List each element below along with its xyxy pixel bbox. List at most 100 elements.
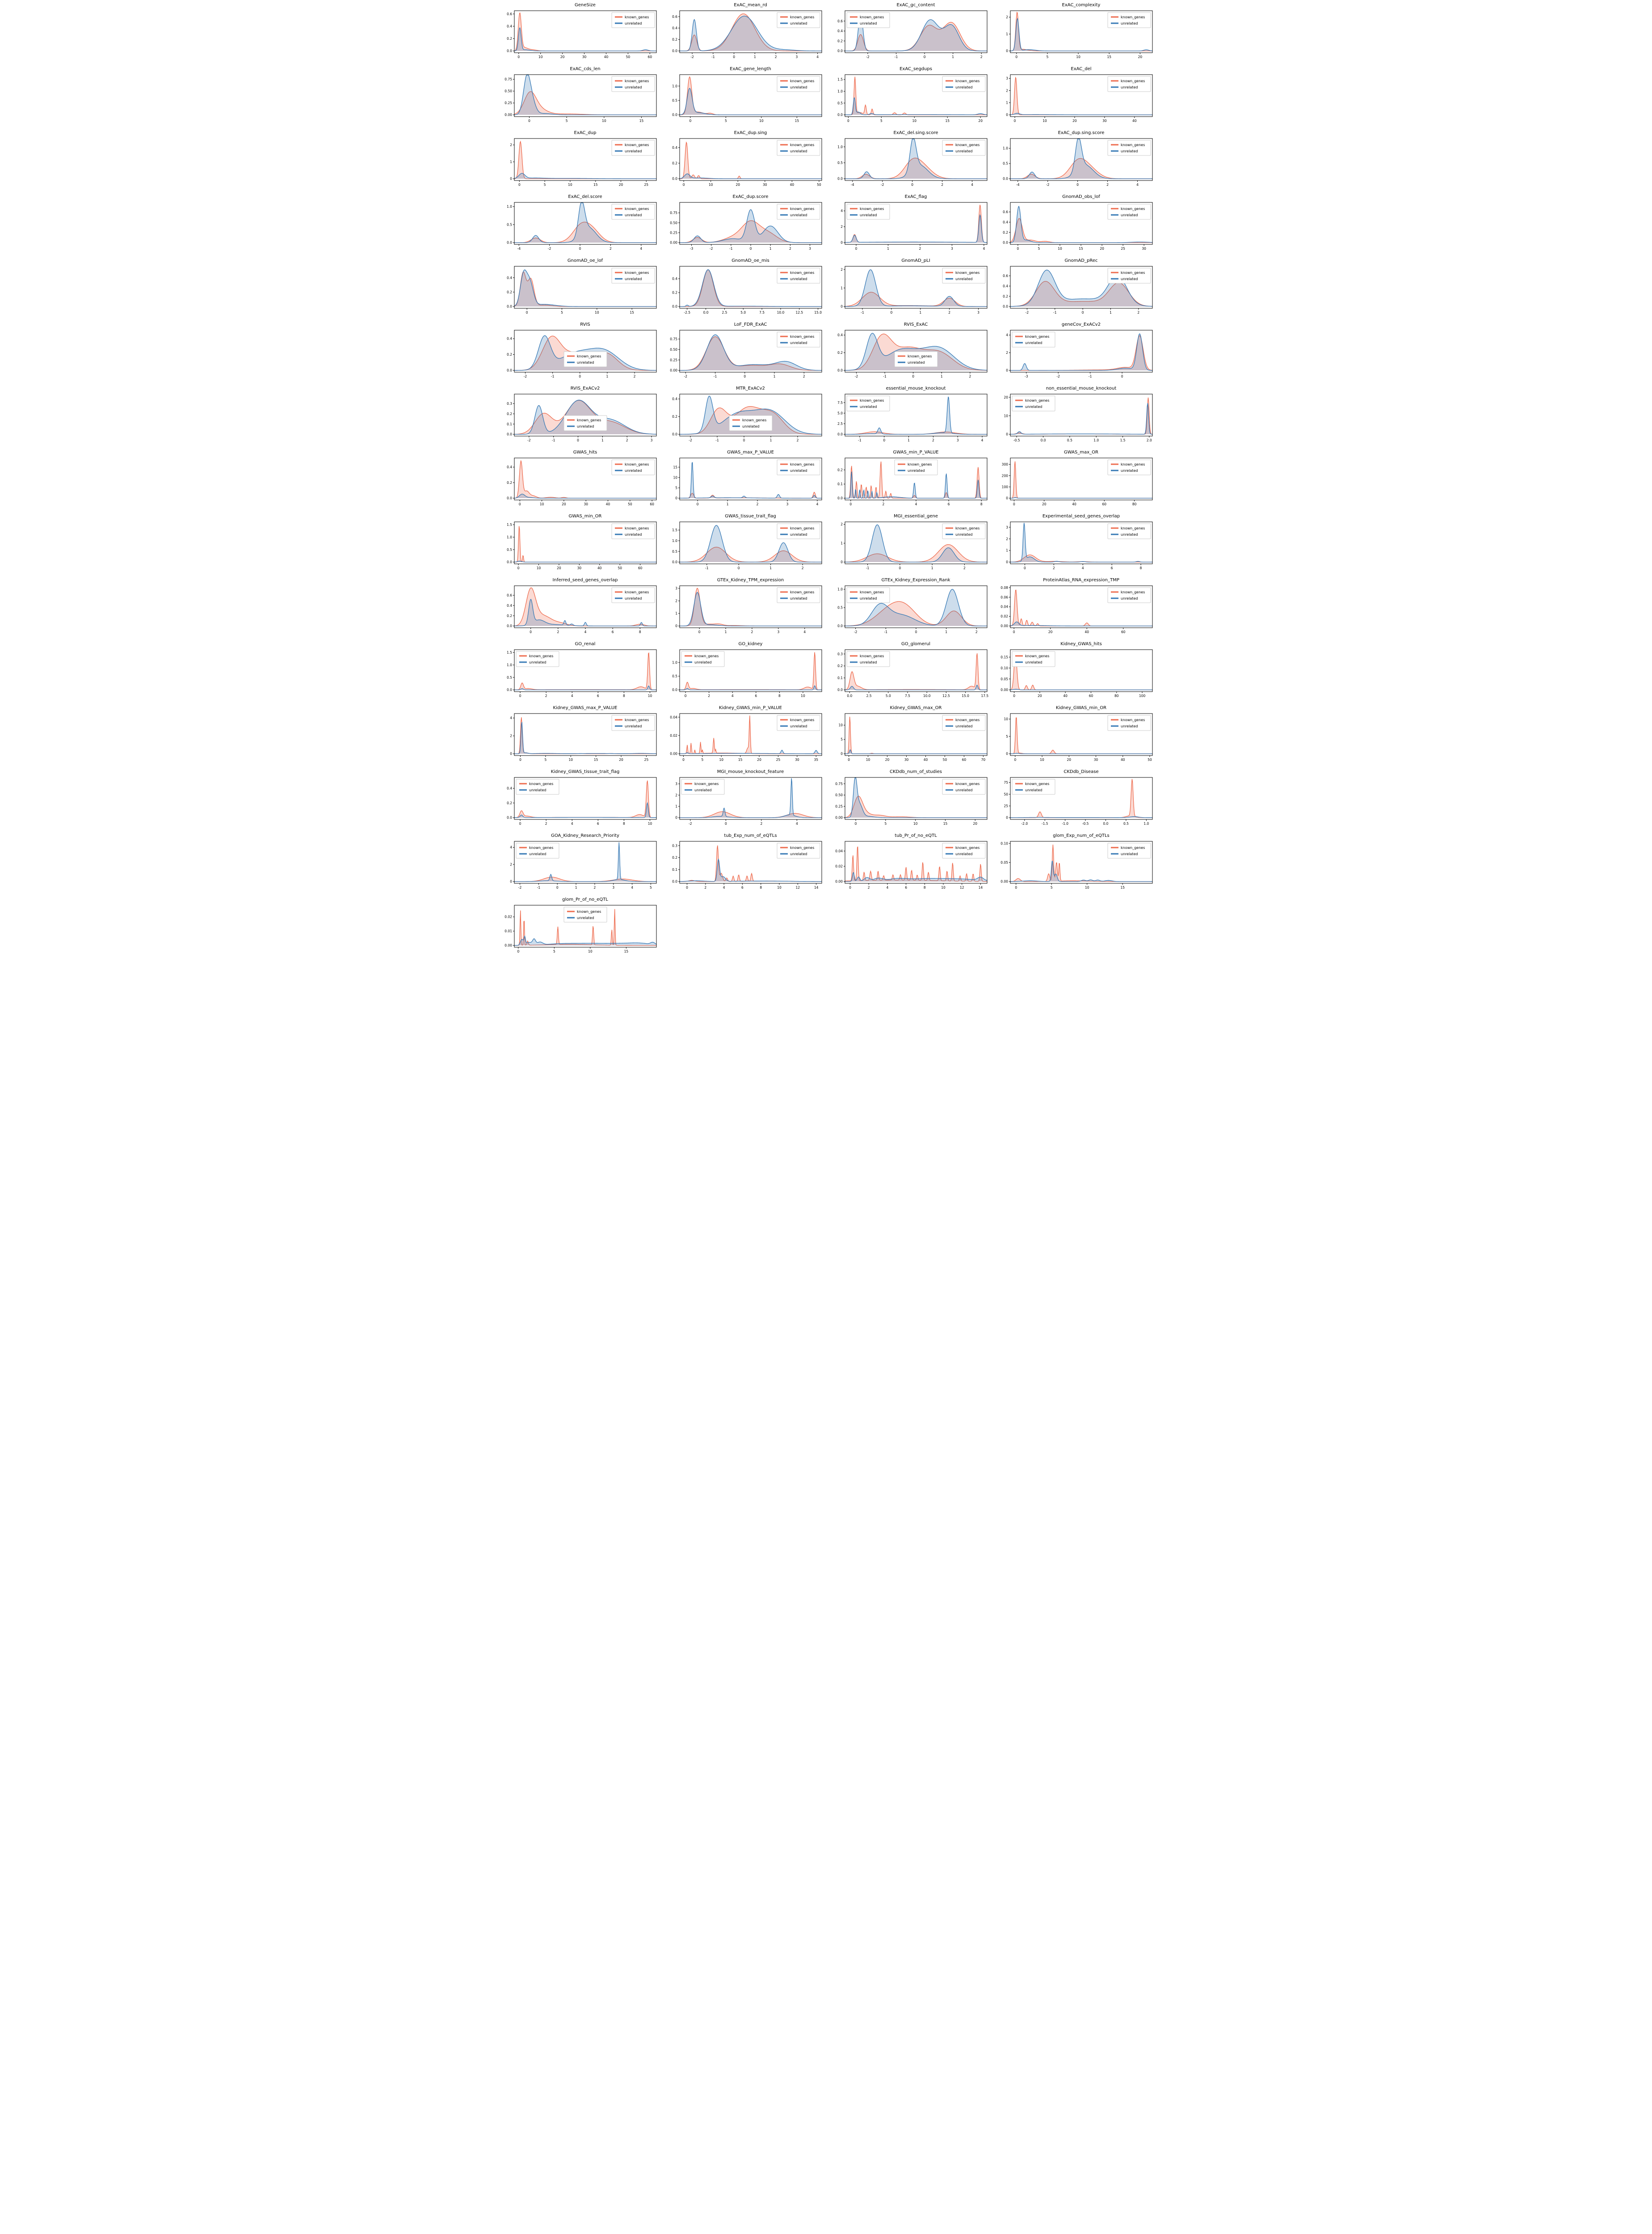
subplot-ExAC_dup.score: ExAC_dup.score -3 -2 -1 0 1 2 3 0.00 0.25 0.50 0.75… — [661, 193, 826, 257]
x-tick-label: -1 — [861, 311, 864, 315]
y-tick-label: 4 — [510, 845, 512, 849]
x-tick-label: 60 — [647, 55, 652, 59]
kde-canvas: 0 10 20 30 40 50 0 5 10 known_genes unrelated — [1004, 713, 1152, 762]
x-tick-label: 1 — [606, 374, 608, 378]
kde-curve-unrelated — [514, 842, 656, 882]
x-tick-label: 5 — [1038, 247, 1040, 251]
kde-fill-known_genes — [1010, 281, 1152, 307]
x-tick-label: 25 — [644, 183, 648, 187]
kde-fill-unrelated — [679, 525, 822, 562]
x-tick-label: 10 — [941, 886, 946, 890]
x-tick-label: -2 — [880, 183, 884, 187]
legend-label-known_genes: known_genes — [1025, 399, 1049, 403]
y-tick-label: 10 — [1004, 717, 1008, 721]
y-axis-ticks: 0 100 200 300 — [1001, 462, 1010, 500]
x-tick-label: 10 — [1040, 758, 1044, 762]
y-tick-label: 2 — [1006, 15, 1008, 19]
legend-label-unrelated: unrelated — [625, 469, 642, 473]
x-tick-label: 6 — [755, 694, 757, 698]
kde-curve-unrelated — [845, 524, 987, 563]
y-tick-label: 2 — [510, 143, 512, 147]
x-tick-label: 4 — [795, 822, 798, 826]
x-axis-ticks: 0 10 20 30 40 50 — [682, 181, 821, 187]
x-axis-ticks: 0 5 10 15 20 25 30 — [1017, 244, 1146, 251]
legend-label-unrelated: unrelated — [1121, 213, 1138, 217]
x-axis-ticks: 0 5 10 15 20 — [847, 117, 983, 123]
x-tick-label: 10 — [539, 502, 544, 506]
x-axis-ticks: 0 20 40 60 80 100 — [1013, 692, 1145, 698]
y-tick-label: 0.2 — [837, 39, 843, 43]
legend-box: known_genes unrelated — [611, 715, 655, 731]
legend-label-known_genes: known_genes — [1121, 590, 1145, 594]
legend-label-known_genes: known_genes — [529, 782, 553, 786]
x-axis-ticks: -2 0 2 4 — [689, 819, 798, 826]
y-tick-label: 7.5 — [837, 401, 843, 405]
x-tick-label: 4 — [886, 886, 888, 890]
legend-box: known_genes unrelated — [777, 587, 820, 603]
legend-label-unrelated: unrelated — [625, 724, 642, 728]
x-tick-label: 15 — [593, 758, 598, 762]
legend-box: known_genes unrelated — [681, 651, 724, 667]
subplot-title: ExAC_del.sing.score — [893, 130, 938, 135]
x-tick-label: 2.5 — [722, 311, 727, 315]
x-tick-label: 0 — [517, 55, 520, 59]
kde-fill-unrelated — [514, 599, 656, 626]
subplot-GO_glomerul: GO_glomerul 0.0 2.5 5.0 7.5 10.0 12.5 15.0 17.5 0… — [826, 641, 992, 705]
legend-label-known_genes: known_genes — [790, 846, 814, 850]
y-axis-ticks: 0 2 4 — [510, 716, 514, 756]
y-tick-label: 0.75 — [835, 782, 843, 786]
legend-box: known_genes unrelated — [611, 587, 655, 603]
y-axis-ticks: 0.0 0.2 0.4 — [837, 333, 845, 373]
legend-label-unrelated: unrelated — [529, 852, 546, 856]
x-tick-label: -2 — [547, 247, 551, 251]
subplot-RVIS: RVIS -2 -1 0 1 2 0.0 0.2 0.4 known_genes unrelated — [496, 321, 661, 385]
y-tick-label: 0.4 — [1003, 284, 1008, 288]
subplot-title: geneCov_ExACv2 — [1061, 322, 1101, 327]
x-axis-ticks: -2.5 0.0 2.5 5.0 7.5 10.0 12.5 15.0 — [684, 308, 822, 315]
x-tick-label: 10 — [568, 183, 572, 187]
x-tick-label: 12.5 — [942, 694, 950, 698]
kde-curve-unrelated — [845, 684, 987, 690]
x-tick-label: 0 — [519, 822, 521, 826]
plot-border — [679, 138, 822, 181]
x-axis-ticks: 0 5 10 15 — [517, 947, 628, 953]
x-tick-label: -1 — [715, 438, 719, 442]
plot-border — [514, 649, 656, 692]
subplot-non_essential_mouse_knockout: non_essential_mouse_knockout -0.5 0.0 0.5 1.… — [992, 385, 1157, 449]
x-tick-label: -1 — [705, 566, 708, 570]
y-axis-ticks: 0.00 0.25 0.50 0.75 — [670, 337, 680, 373]
kde-curve-known_genes — [679, 491, 822, 499]
y-tick-label: 0.06 — [1000, 595, 1008, 599]
kde-curve-unrelated — [1010, 403, 1152, 435]
subplot-CKDdb_num_of_studies: CKDdb_num_of_studies 0 5 10 15 20 0.00 0.25 0.50… — [826, 768, 992, 832]
y-tick-label: 2.5 — [837, 422, 843, 426]
y-tick-label: 0.3 — [507, 402, 512, 406]
y-tick-label: 0.0 — [507, 496, 512, 500]
legend-box: known_genes unrelated — [681, 779, 724, 795]
x-tick-label: 0.0 — [847, 694, 852, 698]
x-tick-label: 30 — [584, 502, 588, 506]
y-axis-ticks: 0.00 0.05 0.10 — [1000, 841, 1010, 884]
x-tick-label: 8 — [623, 694, 625, 698]
legend-box: known_genes unrelated — [846, 12, 890, 28]
legend-label-unrelated: unrelated — [694, 660, 711, 664]
x-axis-ticks: 0 5 10 15 20 — [854, 819, 977, 826]
y-tick-label: 0.4 — [672, 397, 677, 401]
x-tick-label: 3 — [809, 247, 811, 251]
x-tick-label: -1 — [894, 55, 898, 59]
y-tick-label: 0.75 — [670, 337, 677, 341]
y-tick-label: 0.2 — [507, 801, 512, 805]
x-tick-label: 30 — [1142, 247, 1146, 251]
y-tick-label: 10 — [673, 475, 677, 479]
legend-box: known_genes unrelated — [1107, 12, 1151, 28]
x-tick-label: 4 — [1136, 183, 1139, 187]
subplot-GnomAD_obs_lof: GnomAD_obs_lof 0 5 10 15 20 25 30 0.0 0.2 0.4 0.6 kn… — [992, 193, 1157, 257]
x-tick-label: 2 — [789, 247, 791, 251]
kde-canvas: 0 10 20 30 40 50 60 0.0 0.2 0.4 known_genesunrelat… — [507, 458, 656, 506]
x-tick-label: 15 — [624, 949, 628, 953]
kde-canvas: 0 5 10 15 0.0 0.5 1.0 known_genes unrelated — [672, 74, 822, 123]
kde-fill-unrelated — [845, 872, 987, 882]
kde-curve-unrelated — [679, 685, 822, 690]
y-axis-ticks: 0 2 4 — [510, 845, 514, 884]
x-axis-ticks: -0.5 0.0 0.5 1.0 1.5 2.0 — [1013, 436, 1152, 442]
